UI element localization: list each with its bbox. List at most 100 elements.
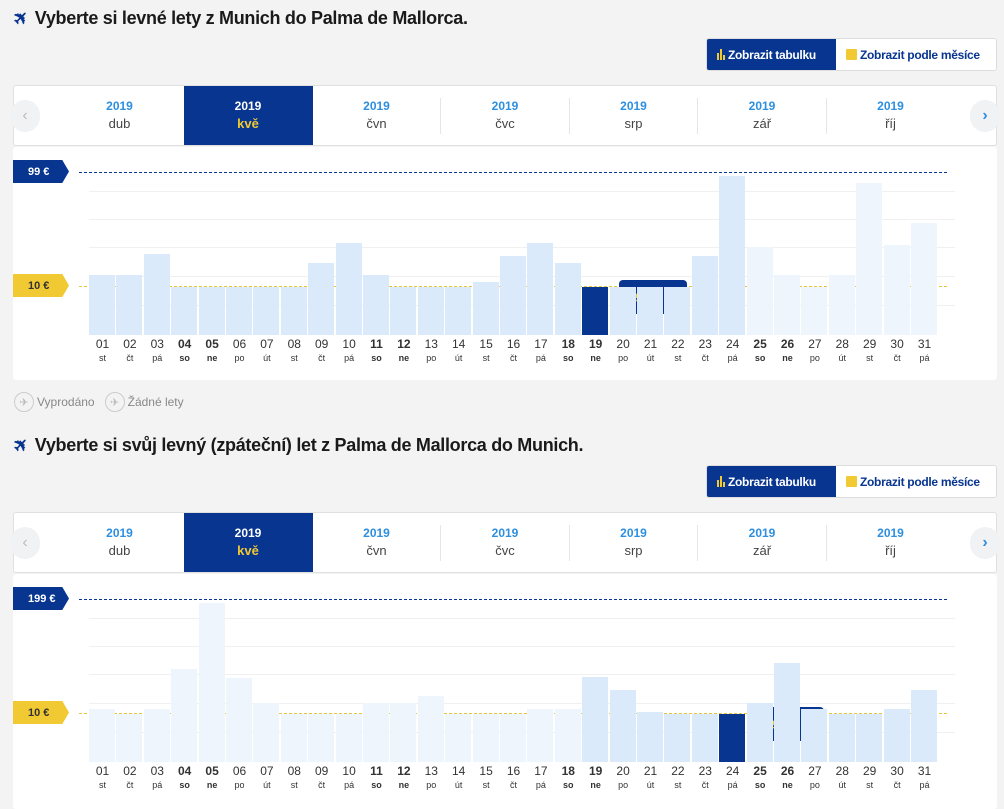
price-bar-14[interactable] (445, 714, 472, 762)
month-tab-čvn[interactable]: 2019 čvn (312, 86, 441, 145)
price-bar-31[interactable] (911, 222, 937, 335)
month-tab-srp[interactable]: 2019 srp (569, 86, 698, 145)
month-tab-kvě[interactable]: 2019 kvě (183, 513, 313, 572)
price-bar-07[interactable] (253, 287, 280, 335)
day-label[interactable]: 18 so (555, 764, 582, 790)
month-tab-říj[interactable]: 2019 říj (826, 86, 955, 145)
day-label[interactable]: 23 čt (692, 337, 719, 363)
day-label[interactable]: 07 út (253, 764, 280, 790)
price-bar-01[interactable] (89, 275, 115, 335)
show-table-button[interactable]: Zobrazit tabulku (707, 39, 836, 70)
day-label[interactable]: 06 po (226, 337, 253, 363)
price-bar-13[interactable] (417, 287, 444, 335)
price-bar-02[interactable] (116, 714, 143, 762)
price-bar-23[interactable] (691, 256, 718, 335)
price-bar-15[interactable] (472, 281, 499, 335)
price-bar-12[interactable] (390, 287, 417, 335)
day-label[interactable]: 17 pá (527, 337, 554, 363)
price-bar-23[interactable] (691, 714, 718, 762)
price-bar-02[interactable] (116, 275, 143, 335)
price-bar-13[interactable] (417, 695, 444, 762)
price-bar-31[interactable] (911, 690, 937, 762)
price-bar-03[interactable] (143, 253, 170, 335)
day-label[interactable]: 30 čt (884, 337, 911, 363)
price-bar-24[interactable] (719, 175, 746, 335)
price-bar-27[interactable] (801, 287, 828, 335)
day-label[interactable]: 25 so (747, 764, 774, 790)
day-label[interactable]: 08 st (281, 764, 308, 790)
price-bar-04[interactable] (171, 669, 198, 762)
price-bar-17[interactable] (527, 709, 554, 762)
day-label[interactable]: 13 po (418, 764, 445, 790)
day-label[interactable]: 26 ne (774, 337, 801, 363)
day-label[interactable]: 20 po (610, 337, 637, 363)
day-label[interactable]: 15 st (473, 764, 500, 790)
price-bar-17[interactable] (527, 243, 554, 335)
price-bar-10[interactable] (335, 714, 362, 762)
price-bar-20[interactable] (609, 287, 636, 335)
price-bar-15[interactable] (472, 714, 499, 762)
price-bar-18[interactable] (554, 262, 581, 335)
day-label[interactable]: 14 út (445, 337, 472, 363)
day-label[interactable]: 04 so (171, 337, 198, 363)
day-label[interactable]: 16 čt (500, 764, 527, 790)
price-bar-27[interactable] (801, 709, 828, 762)
day-label[interactable]: 07 út (253, 337, 280, 363)
price-bar-12[interactable] (390, 703, 417, 762)
price-bar-30[interactable] (883, 709, 910, 762)
month-tab-čvn[interactable]: 2019 čvn (312, 513, 441, 572)
day-label[interactable]: 25 so (747, 337, 774, 363)
day-label[interactable]: 22 st (664, 337, 691, 363)
day-label[interactable]: 03 pá (144, 337, 171, 363)
next-month-button[interactable]: › (970, 527, 1000, 559)
day-label[interactable]: 03 pá (144, 764, 171, 790)
price-bar-11[interactable] (363, 275, 389, 335)
price-bar-01[interactable] (89, 709, 115, 762)
price-bar-05[interactable] (198, 287, 225, 335)
day-label[interactable]: 10 pá (336, 764, 363, 790)
show-table-button[interactable]: Zobrazit tabulku (707, 466, 836, 497)
price-bar-09[interactable] (308, 262, 335, 335)
day-label[interactable]: 02 čt (116, 337, 143, 363)
day-label[interactable]: 16 čt (500, 337, 527, 363)
day-label[interactable]: 14 út (445, 764, 472, 790)
month-tab-dub[interactable]: 2019 dub (55, 513, 184, 572)
price-bar-06[interactable] (226, 678, 252, 762)
day-label[interactable]: 27 po (801, 337, 828, 363)
price-bar-19[interactable] (582, 287, 609, 335)
month-tab-zář[interactable]: 2019 zář (698, 86, 827, 145)
day-label[interactable]: 21 út (637, 764, 664, 790)
day-label[interactable]: 06 po (226, 764, 253, 790)
month-tab-dub[interactable]: 2019 dub (55, 86, 184, 145)
day-label[interactable]: 27 po (801, 764, 828, 790)
price-bar-25[interactable] (746, 247, 773, 335)
price-bar-28[interactable] (828, 714, 855, 762)
show-by-month-button[interactable]: Zobrazit podle měsíce (836, 466, 996, 497)
price-bar-19[interactable] (582, 676, 609, 762)
day-label[interactable]: 12 ne (390, 337, 417, 363)
price-bar-16[interactable] (500, 714, 526, 762)
day-label[interactable]: 31 pá (911, 764, 938, 790)
month-tab-kvě[interactable]: 2019 kvě (183, 86, 313, 145)
price-bar-11[interactable] (363, 703, 389, 762)
price-bar-29[interactable] (856, 183, 883, 335)
price-bar-24[interactable] (719, 714, 746, 762)
price-bar-10[interactable] (335, 243, 362, 335)
day-label[interactable]: 19 ne (582, 764, 609, 790)
month-tab-srp[interactable]: 2019 srp (569, 513, 698, 572)
day-label[interactable]: 09 čt (308, 337, 335, 363)
day-label[interactable]: 08 st (281, 337, 308, 363)
day-label[interactable]: 02 čt (116, 764, 143, 790)
price-bar-20[interactable] (609, 690, 636, 762)
price-bar-22[interactable] (664, 287, 691, 335)
month-tab-zář[interactable]: 2019 zář (698, 513, 827, 572)
price-bar-06[interactable] (226, 287, 252, 335)
price-bar-14[interactable] (445, 287, 472, 335)
day-label[interactable]: 10 pá (336, 337, 363, 363)
price-bar-22[interactable] (664, 714, 691, 762)
day-label[interactable]: 19 ne (582, 337, 609, 363)
month-tab-čvc[interactable]: 2019 čvc (441, 86, 570, 145)
day-label[interactable]: 01 st (89, 764, 116, 790)
day-label[interactable]: 04 so (171, 764, 198, 790)
price-bar-21[interactable] (637, 712, 663, 762)
